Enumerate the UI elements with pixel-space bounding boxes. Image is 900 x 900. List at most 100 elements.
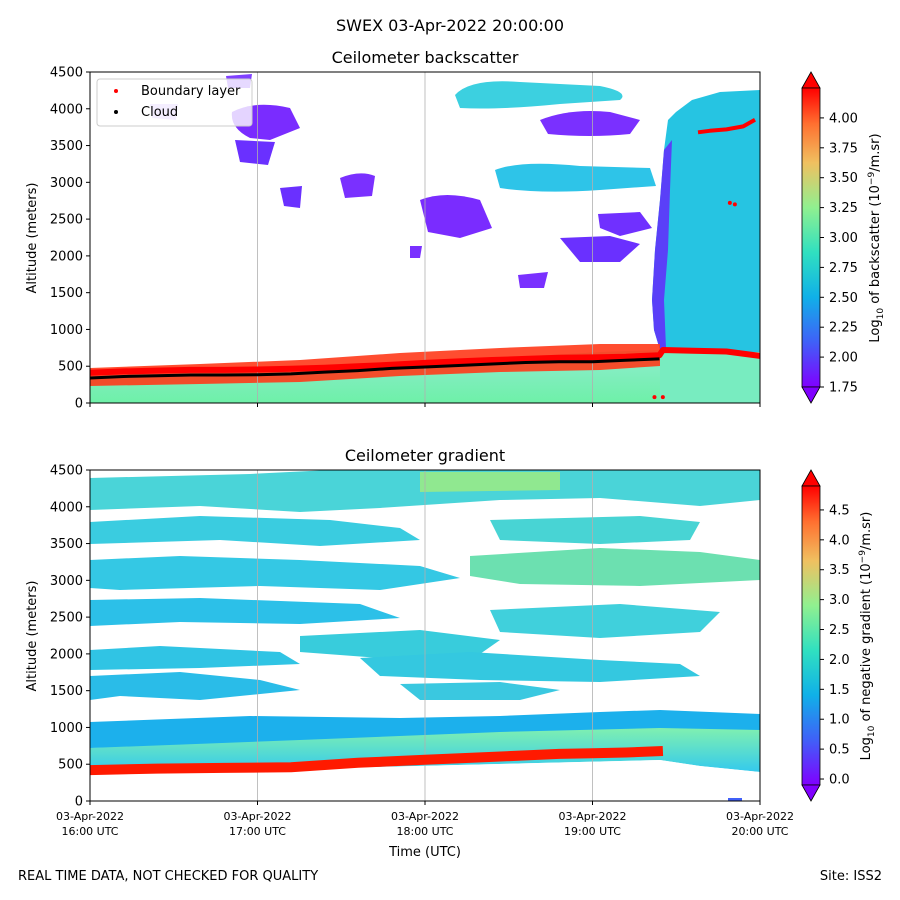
colorbar-extend-min (801, 386, 821, 404)
gradient-colorbar-label: Log10 of negative gradient (10−9/m.sr) (858, 512, 877, 761)
y-tick-label: 4500 (50, 464, 83, 479)
colorbar-tick-label: 4.0 (829, 533, 850, 548)
site-label: Site: ISS2 (819, 869, 882, 884)
legend-marker-cloud (114, 110, 118, 114)
legend-label-boundary-layer: Boundary layer (141, 84, 241, 99)
colorbar-tick-label: 2.00 (829, 351, 858, 366)
y-tick-label: 0 (75, 397, 83, 412)
backscatter-violet-4 (420, 195, 492, 238)
x-tick-date: 03-Apr-2022 (223, 810, 291, 823)
backscatter-violet-11 (410, 246, 422, 258)
backscatter-cloud-ring (540, 111, 640, 136)
gradient-band-2700 (490, 604, 720, 638)
colorbar-extend-max (801, 71, 821, 89)
gradient-surface-dot (728, 798, 742, 801)
boundary-layer-point (652, 395, 657, 400)
colorbar-tick-label: 4.5 (829, 503, 850, 518)
backscatter-cloud-mid (495, 163, 656, 192)
backscatter-violet-7 (518, 272, 548, 288)
gradient-heatmap (90, 470, 760, 801)
backscatter-legend: Boundary layer Cloud (96, 78, 253, 127)
colorbar-tick-label: 3.25 (829, 201, 858, 216)
colorbar-tick-label: 2.25 (829, 321, 858, 336)
y-tick-label: 1500 (50, 684, 83, 699)
y-tick-label: 0 (75, 795, 83, 810)
x-tick-date: 03-Apr-2022 (726, 810, 794, 823)
gradient-band-2000 (90, 646, 300, 670)
y-tick-label: 2000 (50, 647, 83, 662)
gradient-band-2400 (300, 630, 500, 658)
gradient-title: Ceilometer gradient (345, 446, 505, 465)
gradient-band-2900 (90, 598, 400, 626)
colorbar-tick-label: 3.5 (829, 563, 850, 578)
boundary-layer-point (660, 395, 665, 400)
boundary-layer-point (727, 200, 732, 205)
y-tick-label: 1500 (50, 286, 83, 301)
colorbar-tick-label: 2.5 (829, 623, 850, 638)
y-tick-label: 2500 (50, 611, 83, 626)
x-tick-date: 03-Apr-2022 (391, 810, 459, 823)
colorbar-extend-max (801, 469, 821, 487)
legend-marker-boundary-layer (114, 89, 118, 93)
colorbar-tick-label: 1.75 (829, 381, 858, 396)
figure-title: SWEX 03-Apr-2022 20:00:00 (335, 16, 564, 35)
gradient-band-4300-top (420, 472, 560, 492)
colorbar-tick-label: 1.5 (829, 683, 850, 698)
gradient-band-3900 (90, 516, 420, 546)
boundary-layer-point (732, 202, 737, 207)
colorbar-tick-label: 3.0 (829, 593, 850, 608)
gradient-band-3900b (490, 516, 700, 544)
y-tick-label: 500 (58, 758, 83, 773)
backscatter-right-lower (660, 352, 760, 403)
x-tick-time: 19:00 UTC (564, 825, 621, 838)
backscatter-heatmap (90, 72, 760, 403)
boundary-layer-upper-series (697, 118, 756, 135)
colorbar-tick-label: 4.00 (829, 111, 858, 126)
y-tick-label: 3000 (50, 574, 83, 589)
backscatter-colorbar: 1.75 2.00 2.25 2.50 2.75 3.00 3.25 3.50 3.75 4.00… (801, 71, 886, 404)
gradient-band-1300 (400, 682, 560, 700)
backscatter-violet-5 (280, 186, 302, 208)
x-tick-time: 18:00 UTC (396, 825, 453, 838)
y-tick-label: 4500 (50, 66, 83, 81)
backscatter-violet-3 (340, 173, 375, 198)
colorbar-tick-label: 2.0 (829, 653, 850, 668)
y-tick-label: 1000 (50, 323, 83, 338)
x-tick-time: 20:00 UTC (731, 825, 788, 838)
x-tick-date: 03-Apr-2022 (558, 810, 626, 823)
backscatter-colorbar-label: Log10 of backscatter (10−9/m.sr) (867, 133, 886, 342)
gradient-band-1500 (90, 672, 300, 700)
y-tick-label: 3500 (50, 139, 83, 154)
gradient-band-3400 (90, 556, 460, 590)
y-tick-label: 1000 (50, 721, 83, 736)
gradient-band-1800 (360, 652, 700, 682)
colorbar-tick-label: 3.75 (829, 141, 858, 156)
x-tick-time: 16:00 UTC (61, 825, 118, 838)
x-tick-time: 17:00 UTC (229, 825, 286, 838)
quality-disclaimer: REAL TIME DATA, NOT CHECKED FOR QUALITY (18, 869, 319, 884)
colorbar-tick-label: 3.50 (829, 171, 858, 186)
cloud-series (90, 357, 660, 380)
x-tick-date: 03-Apr-2022 (56, 810, 124, 823)
gradient-band-3300 (470, 548, 760, 586)
legend-label-cloud: Cloud (141, 105, 178, 120)
y-tick-label: 4000 (50, 500, 83, 515)
y-tick-label: 2000 (50, 249, 83, 264)
backscatter-ylabel: Altitude (meters) (25, 183, 40, 294)
y-tick-label: 3500 (50, 537, 83, 552)
gradient-colorbar: 0.0 0.5 1.0 1.5 2.0 2.5 3.0 3.5 4.0 4.5 Log10 of … (801, 469, 877, 802)
colorbar-extend-min (801, 784, 821, 802)
colorbar-tick-label: 0.5 (829, 743, 850, 758)
gradient-ylabel: Altitude (meters) (25, 581, 40, 692)
backscatter-title: Ceilometer backscatter (332, 48, 519, 67)
colorbar-tick-label: 3.00 (829, 231, 858, 246)
y-tick-label: 500 (58, 360, 83, 375)
x-axis-label: Time (UTC) (388, 845, 461, 860)
backscatter-right-block (652, 90, 760, 403)
backscatter-cloud-upper (455, 81, 623, 109)
colorbar-tick-label: 2.75 (829, 261, 858, 276)
y-tick-label: 4000 (50, 102, 83, 117)
boundary-layer-series (90, 347, 760, 376)
